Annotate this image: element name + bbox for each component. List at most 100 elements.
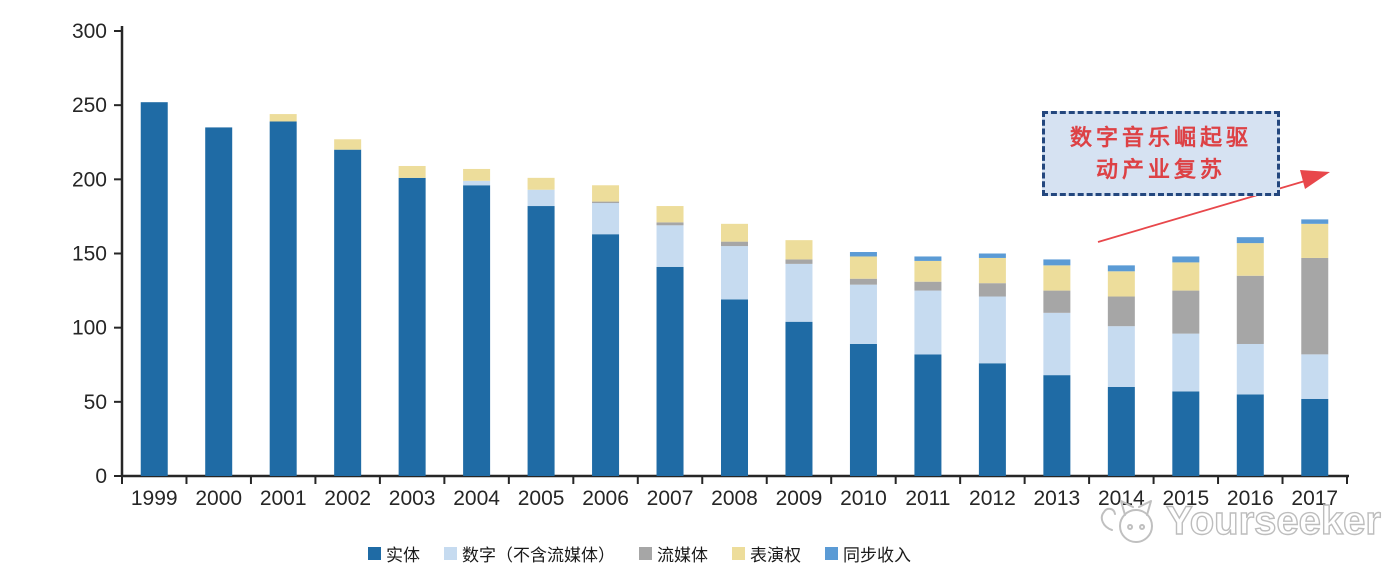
legend-label-digital-excl-streaming: 数字（不含流媒体） <box>462 546 615 565</box>
x-axis-label-2004: 2004 <box>453 487 500 510</box>
x-axis-label-1999: 1999 <box>131 487 178 510</box>
bar-segment-digital-excl-streaming-2017 <box>1301 354 1329 399</box>
bar-segment-physical-1999 <box>140 102 168 476</box>
x-axis-label-2011: 2011 <box>905 487 950 510</box>
legend-swatch-performance-rights <box>732 547 745 560</box>
x-axis-label-2005: 2005 <box>518 487 565 510</box>
bar-segment-sync-revenue-2015 <box>1172 256 1200 263</box>
bar-segment-performance-rights-2007 <box>656 206 684 223</box>
bar-segment-sync-revenue-2017 <box>1301 219 1329 224</box>
x-axis-label-2000: 2000 <box>195 487 242 510</box>
bar-segment-performance-rights-2002 <box>334 139 362 150</box>
x-axis-label-2008: 2008 <box>711 487 758 510</box>
y-axis-label: 200 <box>72 168 107 191</box>
x-axis-label-2013: 2013 <box>1034 487 1081 510</box>
bar-segment-sync-revenue-2016 <box>1236 237 1264 244</box>
bar-segment-performance-rights-2004 <box>463 168 491 181</box>
bar-segment-streaming-2006 <box>592 201 620 204</box>
bar-segment-sync-revenue-2010 <box>849 252 877 257</box>
bar-segment-performance-rights-2001 <box>269 114 297 122</box>
legend-item-sync-revenue: 同步收入 <box>825 541 911 566</box>
y-axis-label: 250 <box>72 94 107 117</box>
bar-segment-physical-2016 <box>1236 394 1264 476</box>
bar-segment-performance-rights-2003 <box>398 165 426 178</box>
chart-layer: 0 50 100 150 200 250 300 1999 2000 2001 2002 2003 20… <box>72 20 1349 510</box>
bar-segment-performance-rights-2006 <box>592 185 620 202</box>
bar-segment-digital-excl-streaming-2005 <box>527 189 555 207</box>
legend-swatch-sync-revenue <box>825 547 838 560</box>
bar-segment-digital-excl-streaming-2011 <box>914 290 942 355</box>
bar-segment-physical-2002 <box>334 149 362 476</box>
bar-segment-physical-2008 <box>721 299 748 476</box>
bar-segment-streaming-2007 <box>656 222 684 226</box>
legend-swatch-digital-excl-streaming <box>444 547 457 560</box>
bar-segment-streaming-2016 <box>1236 275 1264 344</box>
y-axis-label: 50 <box>84 391 107 414</box>
bar-segment-digital-excl-streaming-2015 <box>1172 333 1200 392</box>
x-axis-label-2002: 2002 <box>324 487 371 510</box>
bar-segment-sync-revenue-2013 <box>1043 259 1071 266</box>
bar-segment-performance-rights-2005 <box>527 177 555 190</box>
x-axis-label-2012: 2012 <box>969 487 1016 510</box>
bar-segment-streaming-2017 <box>1301 257 1329 355</box>
x-axis-label-2015: 2015 <box>1162 487 1209 510</box>
legend-swatch-streaming <box>639 547 652 560</box>
bar-segment-streaming-2012 <box>978 283 1006 297</box>
bar-segment-physical-2010 <box>849 343 877 476</box>
legend-label-performance-rights: 表演权 <box>750 546 801 565</box>
y-axis-label: 100 <box>72 317 107 340</box>
x-axis-label-2014: 2014 <box>1098 487 1145 510</box>
legend-item-physical: 实体 <box>368 541 420 566</box>
legend-item-digital-excl-streaming: 数字（不含流媒体） <box>444 541 615 566</box>
annotation-arrow-head <box>1300 170 1330 189</box>
x-axis-label-2010: 2010 <box>840 487 887 510</box>
x-axis-label-2006: 2006 <box>582 487 629 510</box>
bar-segment-physical-2000 <box>205 127 233 477</box>
annotation-text-line2: 动产业复苏 <box>1095 156 1226 182</box>
annotation-text-line1: 数字音乐崛起驱 <box>1069 124 1252 150</box>
bar-segment-physical-2006 <box>592 234 620 476</box>
bar-segment-streaming-2011 <box>914 281 942 291</box>
bar-segment-digital-excl-streaming-2016 <box>1236 343 1264 395</box>
bar-segment-performance-rights-2008 <box>721 223 748 242</box>
bar-segment-streaming-2015 <box>1172 290 1200 334</box>
bar-segment-physical-2017 <box>1301 398 1329 476</box>
bar-segment-digital-excl-streaming-2007 <box>656 225 684 267</box>
bar-segment-streaming-2013 <box>1043 290 1071 313</box>
bar-segment-digital-excl-streaming-2010 <box>849 284 877 344</box>
bar-segment-digital-excl-streaming-2008 <box>721 246 748 300</box>
bar-segment-streaming-2010 <box>849 278 877 285</box>
bar-segment-performance-rights-2017 <box>1301 223 1329 258</box>
bar-segment-physical-2007 <box>656 266 684 476</box>
x-axis-label-2001: 2001 <box>260 487 307 510</box>
bar-segment-streaming-2014 <box>1107 296 1135 327</box>
chart-legend: 实体 数字（不含流媒体） 流媒体 表演权 同步收入 <box>368 541 911 566</box>
bar-segment-performance-rights-2009 <box>785 240 813 260</box>
bar-segment-physical-2003 <box>398 177 426 476</box>
y-axis-label: 300 <box>72 20 107 43</box>
bar-segment-performance-rights-2011 <box>914 260 942 282</box>
bar-segment-digital-excl-streaming-2012 <box>978 296 1006 364</box>
x-axis-label-2016: 2016 <box>1227 487 1274 510</box>
bar-segment-performance-rights-2014 <box>1107 271 1135 297</box>
bar-segment-digital-excl-streaming-2009 <box>785 263 813 322</box>
legend-label-physical: 实体 <box>386 546 420 565</box>
bar-segment-physical-2012 <box>978 363 1006 476</box>
legend-swatch-physical <box>368 547 381 560</box>
y-axis-label: 0 <box>95 465 107 488</box>
legend-item-streaming: 流媒体 <box>639 541 708 566</box>
bar-segment-physical-2015 <box>1172 391 1200 476</box>
bar-segment-physical-2013 <box>1043 375 1071 476</box>
bar-segment-performance-rights-2016 <box>1236 243 1264 276</box>
bar-segment-sync-revenue-2014 <box>1107 265 1135 272</box>
legend-label-streaming: 流媒体 <box>657 546 708 565</box>
y-axis-label: 150 <box>72 243 107 266</box>
bar-segment-performance-rights-2010 <box>849 256 877 279</box>
bar-segment-streaming-2008 <box>721 241 748 247</box>
bar-segment-physical-2001 <box>269 121 297 476</box>
x-axis-label-2009: 2009 <box>776 487 823 510</box>
bar-segment-physical-2014 <box>1107 387 1135 476</box>
x-axis-label-2003: 2003 <box>389 487 436 510</box>
